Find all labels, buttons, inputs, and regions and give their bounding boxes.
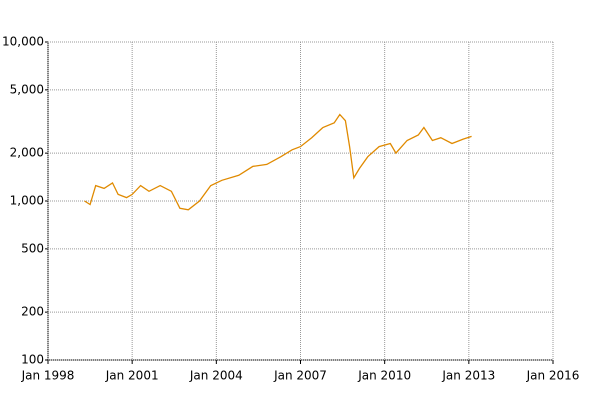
y-tick-label: 200 bbox=[21, 305, 44, 319]
x-tick-label: Jan 2007 bbox=[273, 369, 327, 383]
y-tick-label: 2,000 bbox=[10, 146, 44, 160]
x-tick-label: Jan 2013 bbox=[441, 369, 495, 383]
y-tick-label: 500 bbox=[21, 241, 44, 255]
x-tick-label: Jan 2010 bbox=[357, 369, 411, 383]
x-tick-label: Jan 1998 bbox=[21, 369, 75, 383]
x-tick-label: Jan 2016 bbox=[526, 369, 580, 383]
y-tick-label: 10,000 bbox=[2, 35, 44, 49]
y-tick-label: 1,000 bbox=[10, 194, 44, 208]
data-line bbox=[84, 113, 472, 211]
y-tick-label: 100 bbox=[21, 353, 44, 367]
x-tick-label: Jan 2004 bbox=[189, 369, 243, 383]
x-tick-label: Jan 2001 bbox=[105, 369, 159, 383]
y-tick-label: 5,000 bbox=[10, 82, 44, 96]
